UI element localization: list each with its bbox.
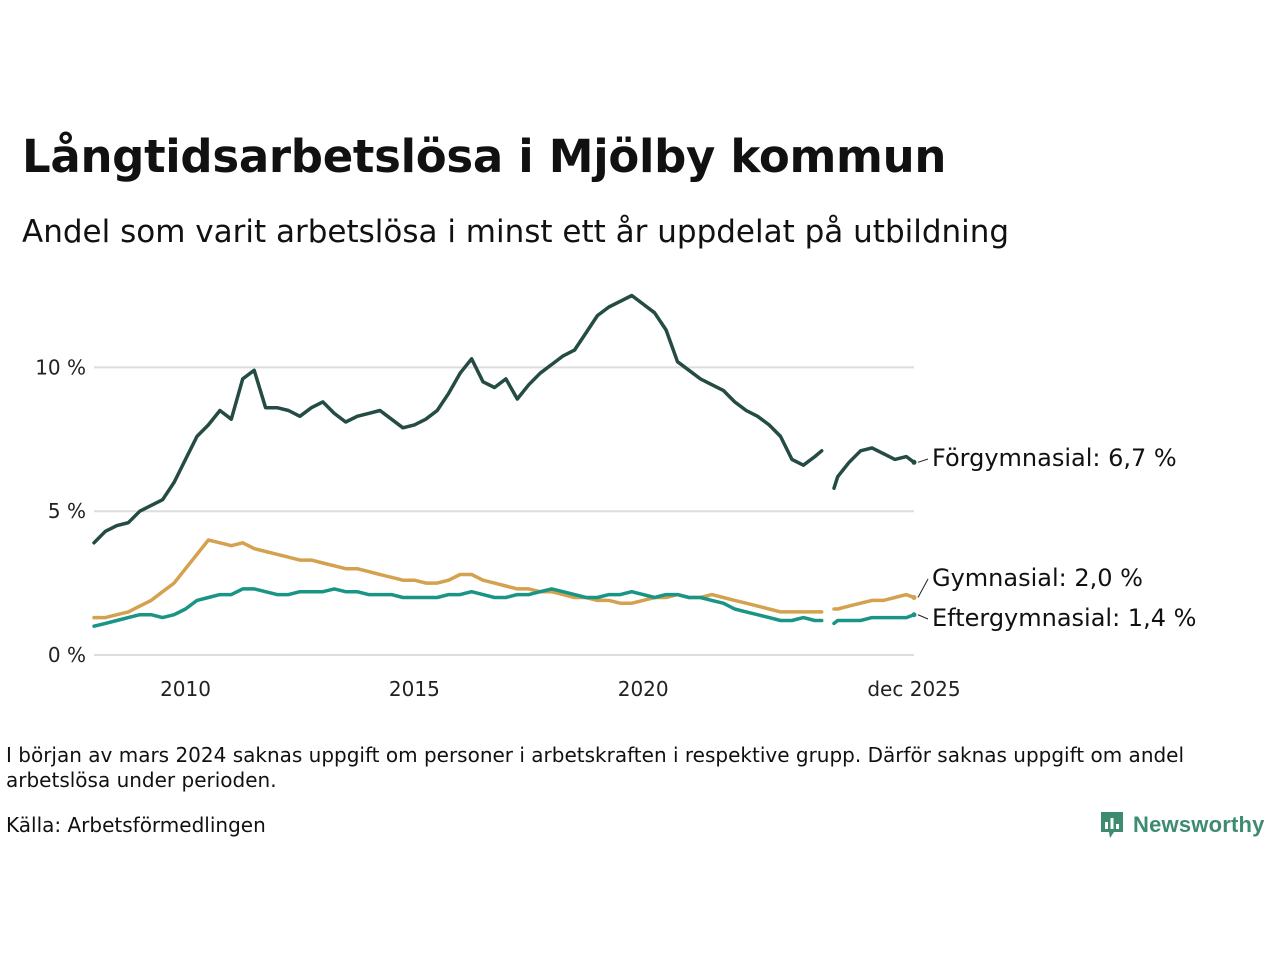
series-endpoint-förgymnasial [911, 459, 917, 465]
x-tick-label: 2015 [389, 677, 440, 701]
gridlines [94, 366, 914, 656]
series-label-gymnasial: Gymnasial: 2,0 % [932, 564, 1143, 592]
newsworthy-logo-icon [1101, 812, 1123, 838]
series-label-leader [917, 614, 929, 620]
plot-area [92, 293, 917, 628]
y-axis: 0 % 5 % 10 % [35, 355, 86, 667]
series-label-eftergymnasial: Eftergymnasial: 1,4 % [932, 604, 1196, 632]
series-line-förgymnasial [92, 293, 916, 545]
chart-subtitle: Andel som varit arbetslösa i minst ett å… [22, 214, 1010, 250]
chart-title: Långtidsarbetslösa i Mjölby kommun [22, 130, 947, 183]
series-label-leader [917, 578, 929, 598]
y-tick-label: 10 % [35, 355, 86, 379]
brand-name: Newsworthy [1133, 812, 1265, 837]
series-endpoint-eftergymnasial [911, 612, 917, 618]
series-endpoint-gymnasial [911, 594, 917, 600]
x-axis: 2010 2015 2020 dec 2025 [160, 677, 961, 701]
series-line-gymnasial [92, 538, 916, 620]
source-credit: Källa: Arbetsförmedlingen [6, 813, 266, 837]
series-label-leader [917, 458, 929, 463]
footnote: I början av mars 2024 saknas uppgift om … [6, 743, 1185, 792]
series-line-eftergymnasial [92, 587, 916, 628]
y-tick-label: 0 % [48, 643, 86, 667]
y-tick-label: 5 % [48, 499, 86, 523]
newsworthy-brand: Newsworthy [1099, 808, 1265, 842]
x-tick-label: 2010 [160, 677, 211, 701]
x-tick-label: dec 2025 [867, 677, 960, 701]
series-label-förgymnasial: Förgymnasial: 6,7 % [932, 444, 1177, 472]
x-tick-label: 2020 [618, 677, 669, 701]
series-labels: Förgymnasial: 6,7 % Gymnasial: 2,0 % Efter… [917, 444, 1196, 632]
